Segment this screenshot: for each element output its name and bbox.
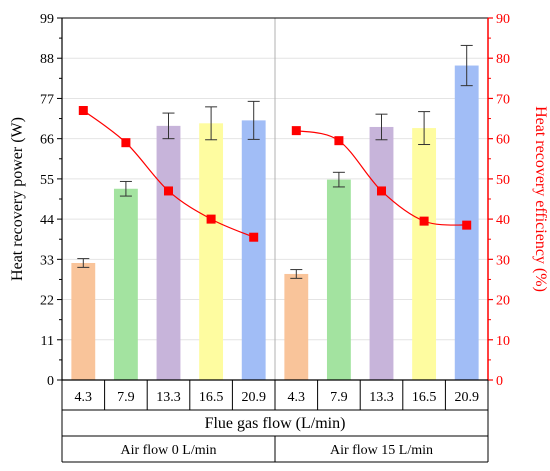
- bar: [284, 273, 309, 380]
- bar: [113, 188, 138, 380]
- y-tick-label: 33: [40, 253, 54, 268]
- y2-tick-label: 10: [496, 334, 510, 349]
- axes: 0 11 22 33 44 55 66 77 88 99 0 10 20 30 40 50 60 70 80 90: [40, 12, 510, 389]
- y2-tick-label: 40: [496, 213, 510, 228]
- x-tick-label: 4.3: [75, 390, 93, 405]
- x-axis-title: Flue gas flow (L/min): [205, 415, 346, 432]
- y-tick-label: 55: [40, 173, 54, 188]
- y2-tick-label: 70: [496, 92, 510, 107]
- y2-tick-label: 50: [496, 173, 510, 188]
- y2-tick-label: 20: [496, 294, 510, 309]
- error-bars: [77, 44, 473, 279]
- bars: [71, 65, 479, 381]
- efficiency-point: [121, 138, 131, 148]
- efficiency-point: [377, 186, 386, 196]
- y2-tick-label: 0: [496, 374, 503, 389]
- bar: [241, 120, 266, 380]
- x-tick-label: 13.3: [156, 390, 181, 405]
- x-tick-label: 7.9: [330, 390, 348, 405]
- y2-axis-title: Heat recovery efficiency (%): [532, 106, 549, 292]
- y2-tick-label: 80: [496, 52, 510, 67]
- x-tick-label: 16.5: [199, 390, 224, 405]
- y-tick-label: 44: [40, 213, 54, 228]
- category-table: 4.3 7.9 13.3 16.5 20.9 4.3 7.9 13.3 16.5 20.9 Air …: [61, 380, 489, 463]
- bar: [412, 128, 437, 380]
- efficiency-point: [334, 136, 344, 146]
- y2-tick-label: 30: [496, 253, 510, 268]
- efficiency-point: [462, 220, 472, 230]
- x-tick-label: 7.9: [117, 390, 135, 405]
- x-tick-label: 20.9: [454, 390, 479, 405]
- efficiency-point: [164, 186, 173, 196]
- y-tick-label: 99: [40, 12, 54, 27]
- bar: [156, 125, 181, 381]
- efficiency-point: [249, 232, 259, 242]
- x-tick-label: 16.5: [412, 390, 437, 405]
- x-tick-label: 20.9: [241, 390, 266, 405]
- y-tick-label: 66: [40, 133, 54, 148]
- y-tick-label: 11: [41, 334, 54, 349]
- y-tick-label: 22: [40, 294, 54, 309]
- bar: [326, 179, 351, 380]
- efficiency-point: [419, 216, 429, 226]
- y-axis-title: Heat recovery power (W): [9, 117, 26, 281]
- x-tick-label: 13.3: [369, 390, 394, 405]
- y-tick-label: 0: [47, 374, 54, 389]
- efficiency-series: [78, 106, 472, 242]
- y-tick-label: 77: [40, 92, 54, 107]
- efficiency-point: [78, 106, 88, 116]
- y-tick-label: 88: [40, 52, 54, 67]
- y2-tick-label: 60: [496, 133, 510, 148]
- efficiency-point: [291, 126, 301, 136]
- group-label: Air flow 0 L/min: [120, 443, 216, 458]
- bar: [369, 126, 394, 380]
- x-tick-label: 4.3: [288, 390, 306, 405]
- efficiency-point: [206, 214, 216, 224]
- bar: [71, 262, 96, 380]
- y2-tick-label: 90: [496, 12, 510, 27]
- group-label: Air flow 15 L/min: [330, 443, 433, 458]
- bar: [199, 123, 224, 381]
